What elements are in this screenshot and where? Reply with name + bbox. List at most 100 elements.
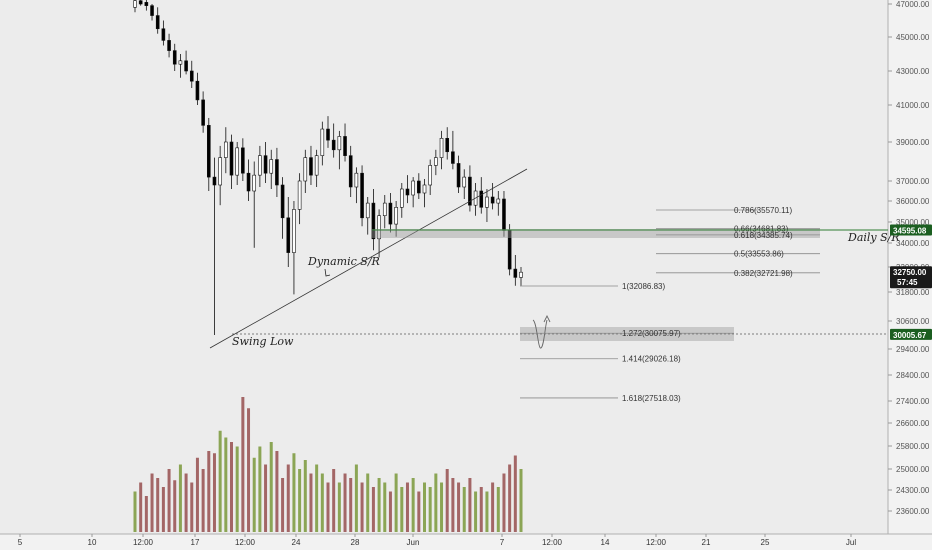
volume-bar	[161, 487, 165, 532]
volume-bar	[428, 487, 432, 532]
fib-label: 0.786(35570.11)	[734, 206, 792, 215]
candle	[451, 130, 455, 170]
x-tick-label: 7	[500, 538, 505, 547]
projected-path-sketch	[532, 319, 548, 349]
volume-bar	[360, 482, 364, 532]
volume-bar	[178, 464, 182, 532]
volume-bar	[326, 482, 330, 532]
candle	[337, 130, 342, 170]
volume-bar	[366, 473, 370, 532]
volume-bar	[298, 469, 302, 532]
price-badge-label: 34595.08	[893, 227, 927, 236]
volume-bar	[201, 469, 205, 532]
candle	[399, 183, 404, 218]
candle-body	[201, 99, 205, 126]
volume-bar	[519, 469, 523, 532]
y-tick-label: 35000.00	[896, 218, 930, 227]
volume-bar	[343, 473, 347, 532]
candle	[445, 127, 450, 160]
candle	[195, 72, 200, 105]
candle-body	[144, 2, 149, 6]
volume-bar	[394, 473, 398, 532]
candle-body	[513, 268, 518, 278]
y-tick-label: 27400.00	[896, 397, 930, 406]
x-tick-label: 25	[761, 538, 770, 547]
candle	[155, 7, 160, 34]
volume-bar	[218, 430, 222, 532]
candle-body	[456, 163, 461, 188]
candle-body	[178, 60, 183, 65]
candle-body	[189, 70, 194, 82]
volume-bar	[349, 478, 353, 532]
time-axis[interactable]: 5 10 12:00 17 12:00 24 28 Jun 7 12:00 14 12:00 21 25 J…	[18, 534, 857, 547]
y-tick-label: 23600.00	[896, 507, 930, 516]
time-axis-background	[0, 534, 932, 550]
candle-body	[394, 207, 398, 225]
volume-bar	[235, 446, 239, 532]
volume-bar	[292, 453, 296, 532]
candle	[212, 157, 217, 335]
candle-body	[371, 202, 376, 240]
candle	[365, 197, 370, 235]
candle	[360, 165, 364, 227]
candle-body	[218, 157, 222, 186]
candle	[252, 161, 257, 248]
volume-bar	[417, 491, 421, 532]
volume-bar	[269, 442, 273, 532]
candle	[184, 50, 188, 75]
fib-target-zone	[520, 327, 734, 341]
candle-body	[343, 136, 347, 156]
volume-bar	[258, 446, 262, 532]
fib-levels: 0.786(35570.11) 0.66(34681.83)0.618(34385…	[520, 206, 820, 403]
candle-body	[303, 157, 308, 182]
candle	[224, 127, 228, 174]
plot-background	[0, 0, 888, 534]
volume-bar	[445, 469, 449, 532]
candle	[382, 195, 387, 229]
candle-body	[280, 184, 285, 219]
volume-bar	[440, 482, 444, 532]
price-axis[interactable]: 47000.00 45000.00 43000.00 41000.00 39000.00…	[888, 0, 930, 516]
volume-bar	[241, 397, 245, 532]
volume-bars	[133, 397, 523, 532]
candle-body	[434, 157, 438, 166]
candle-body	[155, 15, 160, 30]
volume-bar	[462, 487, 466, 532]
volume-bar	[400, 487, 404, 532]
candle-body	[496, 198, 501, 204]
volume-bar	[388, 491, 392, 532]
y-tick-label: 43000.00	[896, 67, 930, 76]
candle-body	[252, 174, 257, 192]
volume-bar	[286, 464, 290, 532]
candle	[258, 145, 262, 187]
price-badge-label: 30005.67	[893, 331, 927, 340]
candle-body	[161, 28, 166, 41]
candle	[309, 145, 313, 185]
candle-body	[235, 147, 239, 176]
volume-bar	[303, 460, 307, 532]
volume-bar	[502, 473, 506, 532]
candle-body	[309, 157, 313, 176]
candle	[167, 33, 171, 58]
candle	[331, 123, 336, 158]
x-tick-label: 28	[351, 538, 360, 547]
candle	[269, 149, 274, 189]
candle-body	[365, 202, 370, 219]
dynamic-sr-pointer-icon	[324, 268, 331, 277]
candle-body	[246, 172, 251, 192]
volume-bar	[173, 480, 177, 532]
volume-bar	[133, 491, 137, 532]
volume-bar	[195, 457, 199, 532]
x-tick-label: 12:00	[646, 538, 667, 547]
candle-body	[269, 159, 274, 174]
y-tick-label: 45000.00	[896, 33, 930, 42]
countdown-label: 57:45	[897, 278, 918, 287]
candle	[280, 177, 285, 239]
volume-bar	[281, 478, 285, 532]
candle-body	[195, 80, 200, 101]
candle-body	[133, 0, 137, 8]
candle-body	[502, 198, 506, 231]
candle-body	[422, 184, 427, 194]
